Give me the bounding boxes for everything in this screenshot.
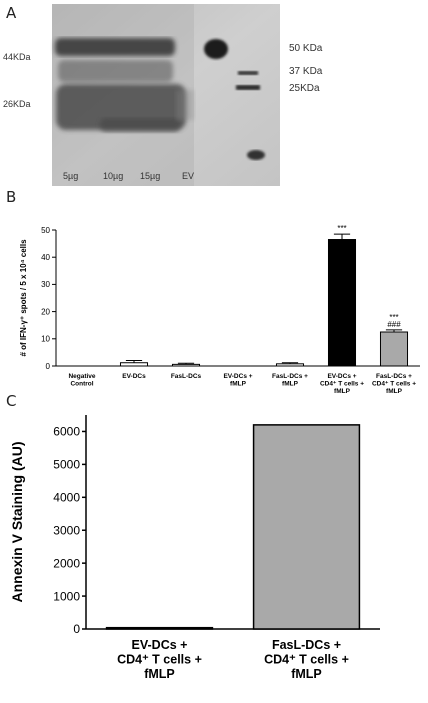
category-label: EV-DCs <box>122 373 146 380</box>
y-tick-label: 4000 <box>53 491 80 505</box>
category-label: fMLP <box>282 381 299 388</box>
y-tick-label: 40 <box>41 253 50 262</box>
y-axis-label: Annexin V Staining (AU) <box>9 442 25 603</box>
category-label: EV-DCs + <box>132 638 188 652</box>
category-label: Negative <box>68 373 95 380</box>
category-label: FasL-DCs + <box>272 638 341 652</box>
y-tick-label: 0 <box>46 362 51 371</box>
category-label: CD4⁺ T cells + <box>117 653 202 667</box>
category-label: FasL-DCs + <box>272 373 308 380</box>
bar <box>275 363 305 367</box>
y-tick-label: 20 <box>41 307 50 316</box>
category-label: fMLP <box>291 667 322 681</box>
bar <box>119 362 149 367</box>
bar <box>379 331 409 367</box>
bar <box>327 239 357 367</box>
lane-label-5ug: 5µg <box>63 171 78 181</box>
category-label: CD4⁺ T cells + <box>264 653 349 667</box>
panel-label-a: A <box>6 4 17 22</box>
significance-marker: *** <box>337 224 346 233</box>
y-tick-label: 0 <box>73 622 80 636</box>
category-label: Control <box>70 381 93 388</box>
category-label: fMLP <box>230 381 247 388</box>
category-label: fMLP <box>144 667 175 681</box>
category-label: fMLP <box>334 388 351 395</box>
marker-50kda: 50 KDa <box>289 43 323 54</box>
marker-25kda: 25KDa <box>289 83 320 94</box>
band-44kda <box>55 38 175 56</box>
y-tick-label: 2000 <box>53 556 80 570</box>
y-tick-label: 30 <box>41 280 50 289</box>
marker-44kda: 44KDa <box>3 52 31 62</box>
category-label: EV-DCs + <box>327 373 356 380</box>
y-tick-label: 1000 <box>53 589 80 603</box>
lane-label-15ug: 15µg <box>140 171 160 181</box>
category-label: FasL-DCs + <box>376 373 412 380</box>
bar <box>252 424 361 630</box>
marker-37kda: 37 KDa <box>289 66 323 77</box>
western-blot-image: 44KDa 26KDa 50 KDa 37 KDa 25KDa 5µg 10µg… <box>3 4 323 186</box>
category-label: EV-DCs + <box>223 373 252 380</box>
y-tick-label: 5000 <box>53 458 80 472</box>
panel-label-c: C <box>6 392 17 410</box>
significance-marker: ### <box>387 320 401 329</box>
y-tick-label: 3000 <box>53 523 80 537</box>
ladder-band-25 <box>236 85 260 90</box>
category-label: fMLP <box>386 388 403 395</box>
category-label: FasL-DCs <box>171 373 202 380</box>
y-tick-label: 6000 <box>53 425 80 439</box>
ifn-gamma-bar-chart: 0 10 20 30 40 50 # of IFN-γ⁺ spots / 5 x 10⁴ c… <box>19 224 420 395</box>
panel-label-b: B <box>6 188 17 206</box>
category-label: CD4⁺ T cells + <box>320 381 364 388</box>
lane-label-ev: EV <box>182 171 194 181</box>
ladder-band-50 <box>204 39 228 59</box>
y-tick-label: 50 <box>41 226 50 235</box>
ladder-band-low <box>247 150 265 160</box>
lane-label-10ug: 10µg <box>103 171 123 181</box>
bar <box>105 626 214 630</box>
y-tick-label: 10 <box>41 335 50 344</box>
bar <box>171 363 201 367</box>
category-label: CD4⁺ T cells + <box>372 381 416 388</box>
y-axis-label: # of IFN-γ⁺ spots / 5 x 10⁴ cells <box>19 239 28 357</box>
marker-26kda: 26KDa <box>3 99 31 109</box>
ladder-band-37 <box>238 71 258 75</box>
significance-marker: *** <box>389 313 398 322</box>
annexin-v-bar-chart: 0 1000 2000 3000 4000 5000 6000 Annexin V Stain… <box>9 415 380 681</box>
